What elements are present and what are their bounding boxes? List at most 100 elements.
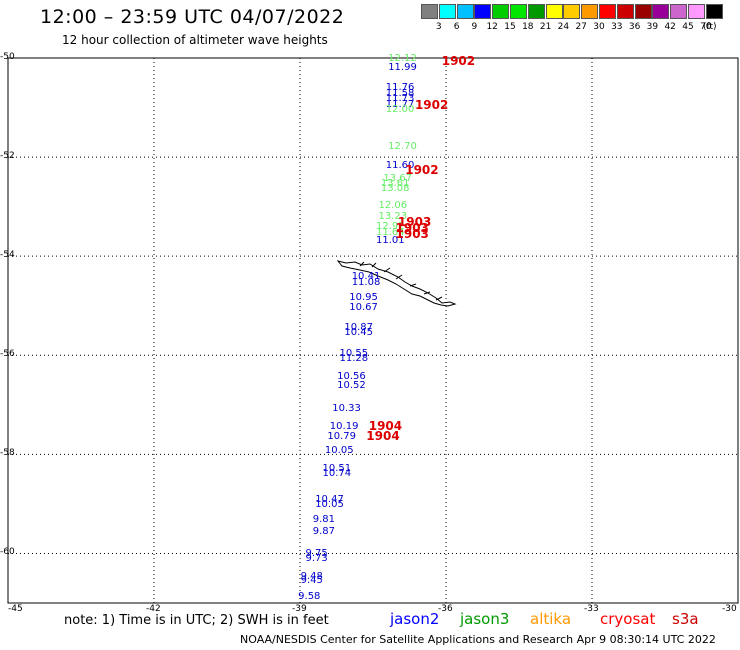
cryosat-time-label: 1904 — [366, 429, 400, 444]
latitude-label: -52 — [0, 151, 15, 162]
color-scale-label: 36 — [628, 22, 641, 32]
color-scale-swatch — [581, 4, 599, 19]
wave-height-value: 11.99 — [388, 61, 417, 73]
wave-height-value: 10.87 — [344, 322, 374, 333]
legend-item-jason2: jason2 — [390, 610, 440, 628]
wave-height-value: 9.81 — [312, 513, 336, 525]
color-scale-label: 12 — [486, 22, 498, 32]
wave-height-value: 10.33 — [332, 402, 361, 414]
wave-height-value: 12.70 — [388, 141, 417, 153]
color-scale-label: 18 — [522, 22, 534, 32]
wave-height-value: 11.60 — [385, 160, 415, 171]
wave-height-value: 13.23 — [378, 211, 408, 223]
cryosat-time-label: 1904 — [368, 419, 403, 434]
legend-item-cryosat: cryosat — [600, 610, 656, 628]
wave-height-value: 11.01 — [376, 235, 405, 247]
map-subtitle: 12 hour collection of altimeter wave hei… — [62, 33, 328, 47]
cryosat-time-label: 1902 — [441, 53, 476, 68]
legend-item-jason3: jason3 — [460, 610, 510, 628]
wave-height-value: 11.08 — [351, 276, 381, 288]
color-scale-label: 21 — [539, 22, 552, 32]
longitude-label: -45 — [8, 604, 23, 614]
longitude-label: -36 — [438, 604, 453, 614]
wave-height-value: 12.06 — [378, 199, 408, 211]
cryosat-time-label: 1903 — [397, 215, 432, 230]
latitude-label: -50 — [0, 52, 15, 62]
map-title: 12:00 – 23:59 UTC 04/07/2022 — [40, 6, 345, 28]
color-scale-label: 33 — [611, 22, 623, 32]
wave-height-value: 10.55 — [339, 348, 369, 360]
color-scale-swatch — [652, 4, 670, 19]
wave-height-value: 9.75 — [305, 547, 328, 559]
wave-height-value: 9.48 — [300, 571, 323, 583]
wave-height-value: 10.05 — [315, 498, 344, 510]
wave-height-value: 10.79 — [327, 430, 356, 442]
color-scale-swatch — [545, 4, 563, 19]
wave-height-value: 9.58 — [298, 591, 321, 603]
color-scale-label: 45 — [682, 22, 694, 32]
latitude-label: -58 — [0, 448, 15, 459]
credits-footer: NOAA/NESDIS Center for Satellite Applica… — [240, 633, 716, 646]
color-scale-label: 9 — [471, 22, 478, 32]
wave-height-value: 10.19 — [329, 420, 359, 432]
cryosat-time-label: 1902 — [414, 98, 449, 113]
wave-height-value: 10.47 — [315, 493, 344, 505]
south-georgia-coastline — [336, 260, 457, 307]
color-scale-swatch — [492, 4, 510, 19]
color-scale-label: 30 — [593, 22, 605, 32]
latitude-label: -60 — [0, 547, 15, 558]
wave-height-value: 10.67 — [349, 302, 378, 314]
longitude-label: -39 — [292, 604, 307, 614]
color-scale-swatch — [705, 4, 723, 19]
wave-height-value: 11.58 — [385, 87, 415, 99]
wave-height-value: 12.00 — [385, 104, 415, 115]
color-scale-swatch — [634, 4, 652, 19]
wave-height-value: 12.92 — [376, 220, 405, 232]
south-georgia-coastline-detail — [359, 261, 443, 301]
color-scale-unit: (ft) — [703, 22, 717, 32]
color-scale-swatch — [563, 4, 581, 19]
wave-height-value: 9.45 — [300, 575, 323, 587]
color-scale-label: 39 — [646, 22, 659, 32]
longitude-label: -42 — [146, 604, 161, 614]
wave-height-value: 9.87 — [312, 525, 336, 537]
wave-height-value: 9.73 — [305, 552, 328, 564]
wave-height-value: 10.74 — [322, 468, 352, 480]
color-scale-swatch — [474, 4, 492, 19]
wave-height-value: 13.67 — [383, 173, 412, 185]
wave-height-value: 11.28 — [339, 353, 369, 365]
map-note: note: 1) Time is in UTC; 2) SWH is in fe… — [64, 613, 329, 628]
wave-height-value: 11.64 — [376, 226, 405, 238]
color-scale-swatch — [670, 4, 688, 19]
color-scale-label: 3 — [435, 22, 442, 32]
latitude-label: -54 — [0, 250, 15, 261]
color-scale-label: 42 — [664, 22, 676, 32]
wave-height-value: 13.61 — [380, 178, 410, 190]
color-scale-swatch — [616, 4, 634, 19]
color-scale-label: 6 — [453, 22, 460, 32]
cryosat-time-label: 1903 — [395, 221, 429, 236]
legend-item-altika: altika — [530, 610, 572, 628]
wave-height-value: 10.41 — [351, 271, 381, 283]
color-scale-swatch — [421, 4, 438, 19]
longitude-label: -30 — [722, 604, 737, 614]
color-scale-swatch — [527, 4, 545, 19]
wave-height-value: 10.45 — [344, 326, 374, 338]
color-scale-label: 27 — [575, 22, 587, 32]
color-scale-swatch — [688, 4, 705, 19]
wave-height-value: 13.08 — [380, 183, 410, 195]
color-scale-swatch — [438, 4, 456, 19]
wave-height-value: 10.56 — [337, 370, 366, 382]
color-scale-label: 15 — [504, 22, 516, 32]
latitude-label: -56 — [0, 349, 15, 360]
cryosat-time-label: 1902 — [405, 162, 439, 177]
legend-item-s3a: s3a — [672, 610, 699, 628]
longitude-label: -33 — [584, 604, 599, 614]
color-scale-swatch — [599, 4, 616, 19]
wave-height-value: 11.77 — [385, 98, 415, 110]
wave-height-value: 11.73 — [385, 92, 415, 104]
cryosat-time-label: 1903 — [395, 227, 429, 242]
wave-height-value: 12.12 — [388, 53, 417, 65]
color-scale-label: 70 — [700, 22, 712, 32]
